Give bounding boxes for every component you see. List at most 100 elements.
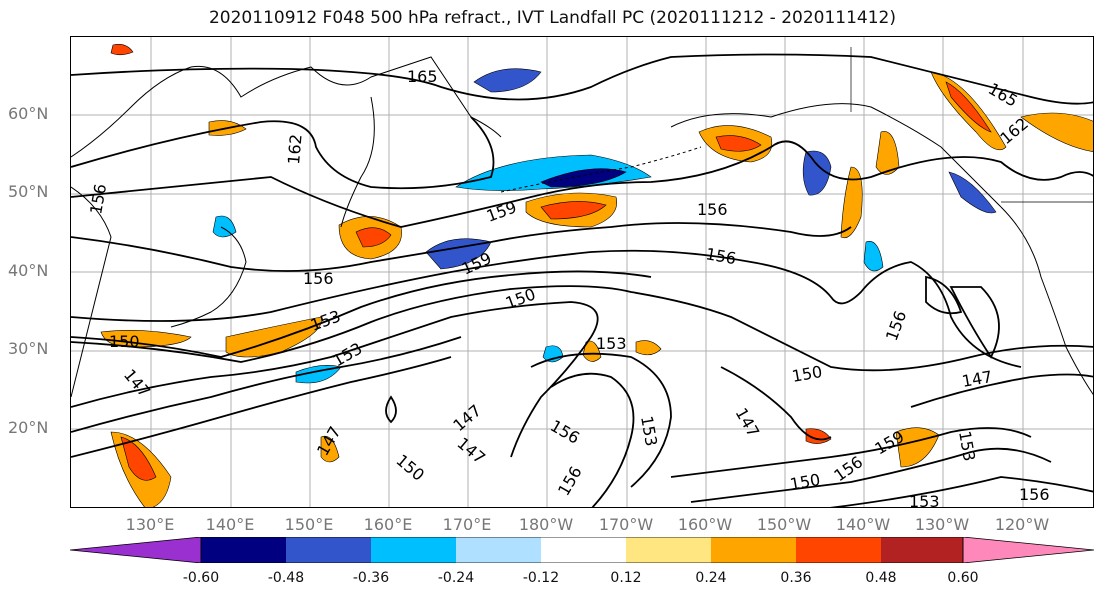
contour-label-156: 156 [704,244,737,268]
positive-patch [120,436,157,481]
contour-156c [530,352,672,488]
colorbar-tick: -0.24 [437,570,475,586]
colorbar-tick: -0.48 [267,570,305,586]
contour-153 [71,270,652,358]
positive-patch [945,81,992,133]
coastline-japan [170,226,247,328]
coastline-asia [71,56,502,158]
height-contours [71,53,1093,507]
colorbar-extend-high [962,537,1094,563]
lon-label-170e: 170°E [442,515,492,534]
positive-patch [320,435,340,463]
lon-label-150w: 150°W [756,515,812,534]
contour-147b [71,336,462,433]
positive-patch [635,340,662,356]
lon-label-170w: 170°W [598,515,654,534]
negative-patch [473,68,542,93]
contour-label-153: 153 [596,334,627,353]
figure-title: 2020110912 F048 500 hPa refract., IVT La… [208,8,896,28]
lon-label-180w: 180°W [518,515,574,534]
colorbar-segment [286,537,371,563]
colorbar-segment [711,537,796,563]
negative-patch [540,168,627,188]
coastline-kamchatka [340,96,375,228]
contour-147c [720,366,832,441]
contour-label-153: 153 [955,429,979,462]
contour-label-147: 147 [960,367,993,391]
contour-label-147: 147 [449,401,485,435]
lon-label-130e: 130°E [125,515,175,534]
negative-patch [212,215,237,238]
contour-label-165: 165 [985,79,1021,111]
contour-label-150: 150 [788,470,821,494]
lat-label-20n: 20°N [8,418,49,437]
colorbar-tick: 0.12 [610,570,642,586]
negative-patch [863,240,884,272]
colorbar-segment [371,537,456,563]
contour-label-147: 147 [453,434,489,468]
coastline-china [71,186,112,398]
coastline-alaska [670,103,1002,208]
lat-label-40n: 40°N [8,261,49,280]
contour-147d [910,373,1093,408]
lon-label-150e: 150°E [284,515,334,534]
lon-label-140e: 140°E [205,515,255,534]
contour-closed-1 [385,395,397,424]
positive-patch [110,44,134,56]
colorbar-segment [541,537,626,563]
contour-label-147: 147 [313,423,345,459]
contour-150b [71,356,452,458]
negative-patch [802,150,832,196]
contour-150 [71,285,1093,372]
contour-label-153: 153 [909,492,940,508]
contour-label-165: 165 [407,67,438,86]
contour-closed-2 [925,275,963,315]
lat-label-30n: 30°N [8,339,49,358]
contour-162 [71,116,495,190]
contour-label-159: 159 [484,197,519,225]
positive-patch [715,135,762,152]
colorbar-segment [881,537,963,563]
colorbar-segment [456,537,541,563]
lon-label-160e: 160°E [363,515,413,534]
coastline-aleutians [500,146,702,193]
lon-label-160w: 160°W [677,515,733,534]
colorbar-tick: -0.12 [522,570,560,586]
contour-label-153: 153 [637,414,661,447]
contour-label-156: 156 [547,416,583,448]
lon-label-120w: 120°W [994,515,1050,534]
contour-156d [829,476,1093,507]
positive-patch [540,201,607,220]
contour-150c [670,427,1032,478]
positive-patch [840,166,863,239]
colorbar-segment [626,537,711,563]
coastline-northamerica [1000,206,1093,395]
colorbar-tick: -0.60 [182,570,220,586]
contour-153b [550,372,635,507]
positive-patch [225,316,322,358]
lat-label-60n: 60°N [8,104,49,123]
positive-patch [1020,112,1093,152]
contour-label-156: 156 [882,308,910,343]
contour-label-156: 156 [697,200,728,219]
colorbar-tick: -0.36 [352,570,390,586]
positive-patch [100,330,192,348]
contour-label-150: 150 [109,332,140,351]
colorbar-tick: 0.36 [780,570,812,586]
contour-156b [71,249,1022,368]
lat-label-50n: 50°N [8,182,49,201]
contour-156a [71,222,852,272]
map-panel: 165 165 162 162 159 159 159 156 156 156 … [70,36,1094,508]
contour-156e [949,286,1000,359]
negative-patch [948,171,997,214]
anomaly-patches [100,44,1093,507]
contour-159 [71,140,1093,228]
map-canvas: 165 165 162 162 159 159 159 156 156 156 … [71,37,1093,508]
contour-label-150: 150 [392,451,428,485]
contour-label-156: 156 [1019,485,1050,504]
contour-label-147: 147 [120,365,154,401]
gridlines [71,37,1093,507]
contour-147 [71,301,599,458]
colorbar-segment [796,537,881,563]
colorbar-tick: 0.48 [865,570,897,586]
